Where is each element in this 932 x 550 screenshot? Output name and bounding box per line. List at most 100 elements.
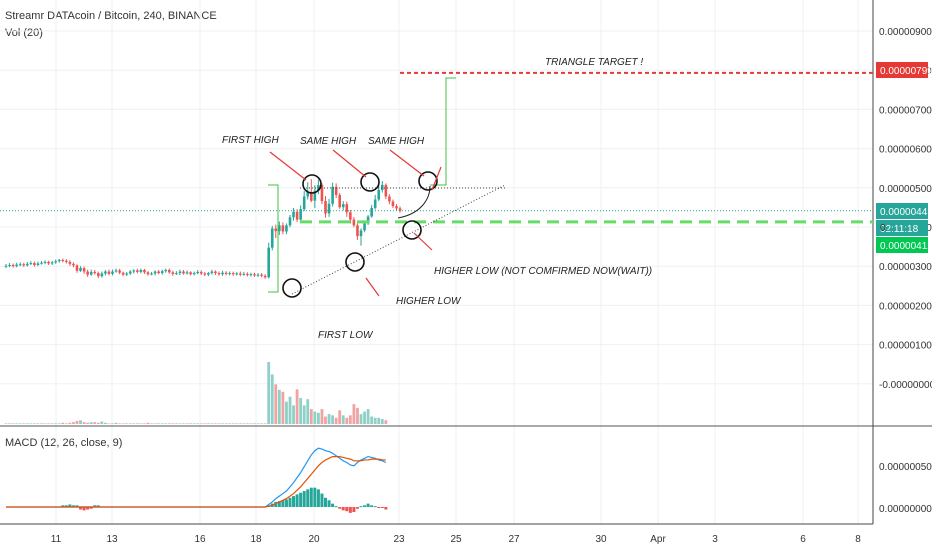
macd-hist-bar <box>348 507 352 513</box>
volume-bar <box>260 423 263 424</box>
candle-body <box>388 196 391 202</box>
ascending-trendline <box>291 184 506 295</box>
volume-bar <box>324 416 327 424</box>
volume-bar <box>79 420 82 424</box>
volume-bar <box>270 374 274 424</box>
candle-body <box>239 273 242 275</box>
macd-line <box>6 447 387 508</box>
volume-bar <box>171 423 175 424</box>
candle-body <box>242 273 246 275</box>
pivot-circle <box>302 174 322 194</box>
candle-body <box>114 270 118 272</box>
volume-bar <box>317 412 320 424</box>
candle-body <box>100 273 104 277</box>
candle-body <box>89 271 93 275</box>
candle-body <box>228 273 231 275</box>
candle-body <box>189 272 192 275</box>
volume-bar <box>50 423 54 424</box>
volume-bar <box>363 411 366 424</box>
macd-hist-bar <box>352 507 356 513</box>
macd-hist-bar <box>302 491 306 507</box>
candle-body <box>82 268 86 272</box>
macd-hist-bar <box>86 507 90 510</box>
volume-bar <box>25 423 29 424</box>
candle-body <box>86 271 89 275</box>
candle-body <box>398 208 402 211</box>
candle-body <box>97 273 100 277</box>
volume-bar <box>327 414 331 424</box>
candle-body <box>33 263 36 265</box>
volume-bar <box>150 423 153 424</box>
macd-tick-label: 0.00000050 <box>879 462 932 473</box>
volume-bar <box>128 423 132 424</box>
volume-bar <box>15 423 19 424</box>
volume-bar <box>341 415 345 424</box>
candle-body <box>68 261 72 264</box>
candle-body <box>334 186 338 195</box>
x-tick-label: 30 <box>595 534 607 545</box>
x-tick-label: 18 <box>250 534 262 545</box>
volume-bar <box>164 423 168 424</box>
volume-bar <box>93 422 97 424</box>
volume-bar <box>370 416 374 424</box>
volume-bar <box>203 423 207 424</box>
candle-body <box>192 273 196 275</box>
pivot-circle <box>402 220 422 240</box>
volume-bar <box>143 423 146 424</box>
volume-bar <box>18 423 22 424</box>
y-tick-label: 0.00000300 <box>879 262 932 273</box>
candle-body <box>338 194 341 208</box>
pivot-circle <box>345 252 365 272</box>
volume-bar <box>40 423 43 424</box>
candle-body <box>160 271 164 274</box>
macd-hist-bar <box>363 505 367 507</box>
x-tick-label: 3 <box>712 534 718 545</box>
candle-body <box>313 190 317 201</box>
macd-hist-bar <box>288 497 292 507</box>
volume-bar <box>224 423 228 424</box>
candle-body <box>118 270 121 273</box>
candle-body <box>331 186 334 204</box>
macd-hist-bar <box>306 489 310 507</box>
macd-hist-bar <box>89 507 93 509</box>
volume-bar <box>72 422 75 424</box>
volume-bar <box>235 423 239 424</box>
candle-body <box>50 262 54 264</box>
candle-body <box>295 211 299 220</box>
y-tick-label: -0.00000000 <box>879 380 932 391</box>
volume-bar <box>356 407 359 424</box>
candle-body <box>196 271 199 274</box>
volume-bar <box>175 423 178 424</box>
annotation-label: TRIANGLE TARGET ! <box>545 57 643 68</box>
candle-body <box>40 262 43 264</box>
candle-body <box>306 191 310 197</box>
y-tick-label: 0.00000600 <box>879 145 932 156</box>
candle-body <box>143 270 146 273</box>
macd-pane <box>6 447 388 513</box>
price-tag <box>876 237 928 253</box>
candle-body <box>61 259 65 261</box>
candle-body <box>57 259 61 262</box>
x-tick-label: Apr <box>650 534 666 545</box>
candle-body <box>370 208 373 217</box>
volume-bar <box>338 410 342 424</box>
candle-body <box>8 265 11 266</box>
pivot-circle <box>360 172 380 192</box>
candle-body <box>214 271 217 274</box>
x-tick-label: 25 <box>450 534 462 545</box>
macd-hist-bar <box>299 492 303 507</box>
candle-body <box>29 263 33 265</box>
volume-bar <box>22 423 26 424</box>
chart-title: Streamr DATAcoin / Bitcoin, 240, BINANCE <box>5 10 217 22</box>
candle-body <box>203 273 207 275</box>
candle-body <box>199 271 203 274</box>
volume-bar <box>118 423 121 424</box>
volume-bar <box>189 423 192 424</box>
candle-body <box>121 272 125 275</box>
candle-body <box>217 273 221 275</box>
candle-body <box>72 263 75 266</box>
volume-bar <box>253 423 256 424</box>
volume-bar <box>157 423 161 424</box>
volume-bar <box>192 423 196 424</box>
